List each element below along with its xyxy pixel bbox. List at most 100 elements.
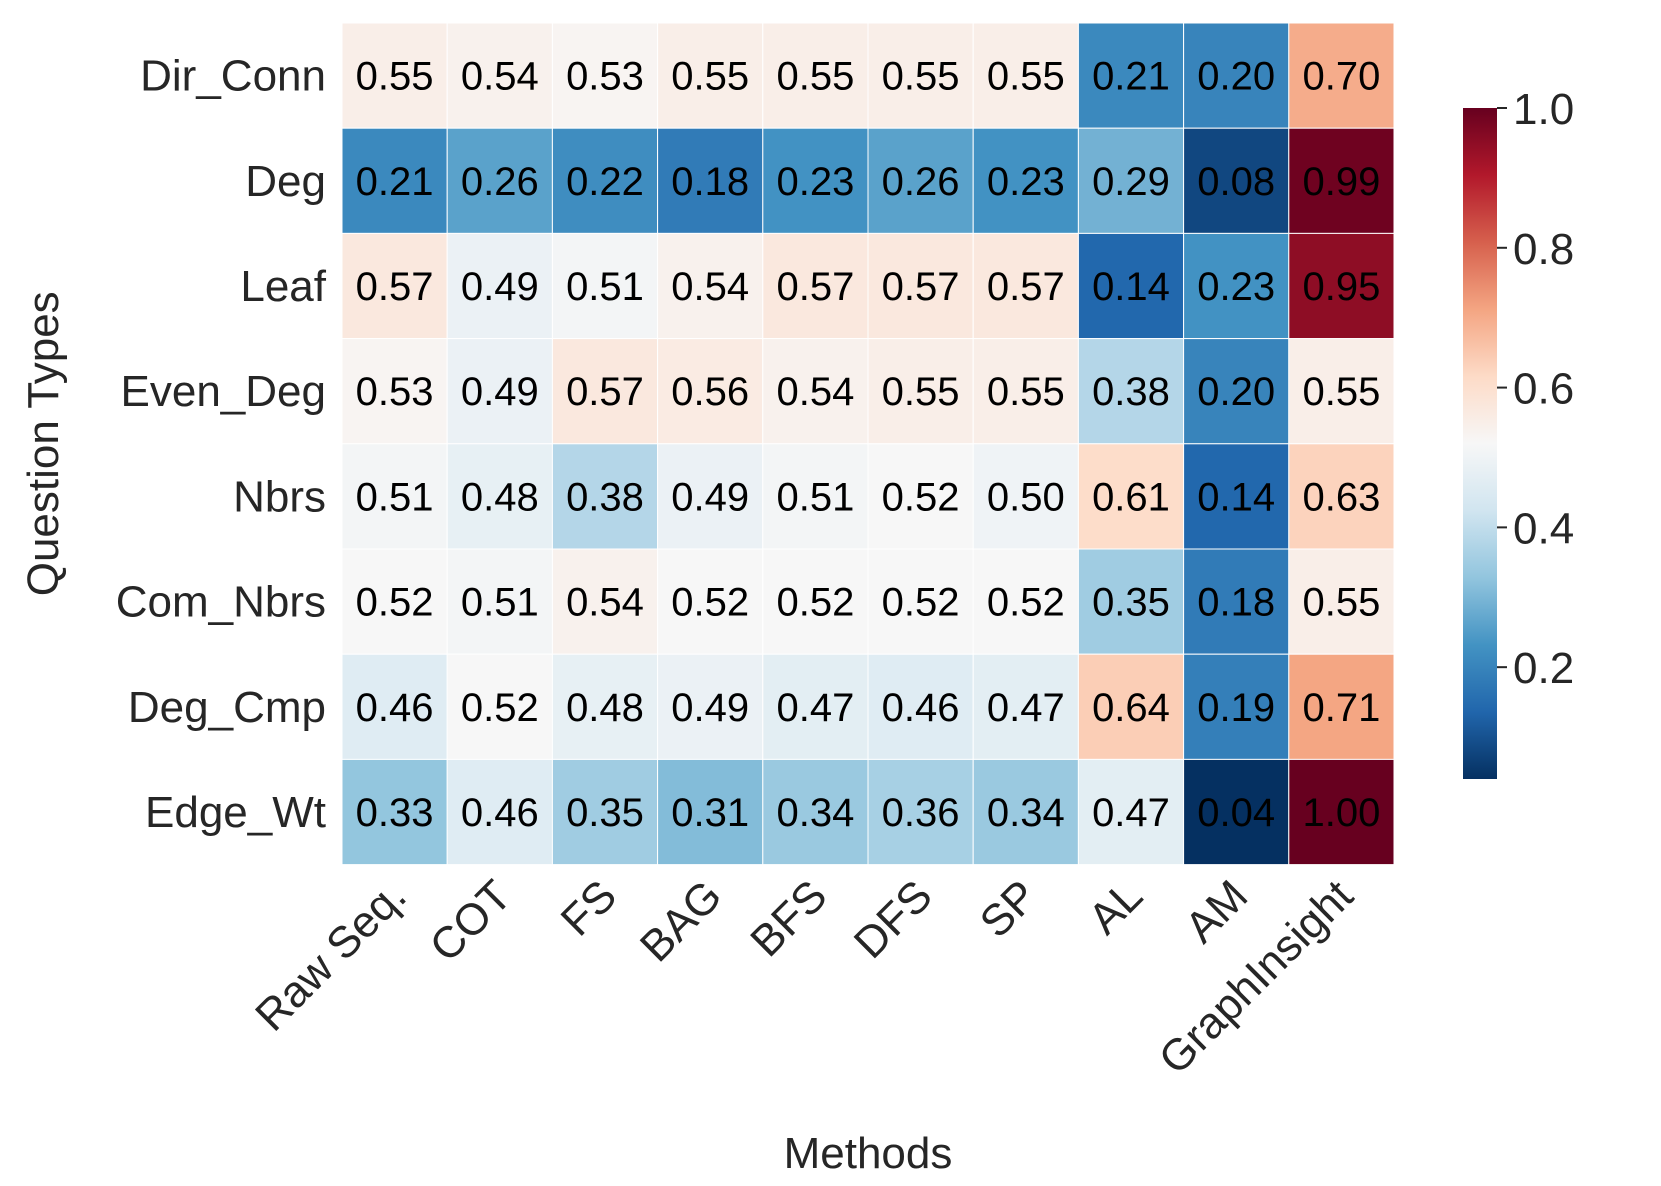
cell-value-label: 0.50 <box>987 475 1065 519</box>
heatmap-cell <box>1288 758 1395 866</box>
heatmap-cell-labels: 0.55 0.54 0.53 0.55 0.55 0.55 0.55 0.21 0.20 0.70… <box>356 55 1381 835</box>
heatmap-cell <box>762 22 869 129</box>
cell-value-label: 0.31 <box>671 791 749 835</box>
cell-value-label: 0.22 <box>566 160 644 204</box>
cell-value-label: 0.48 <box>461 475 539 519</box>
heatmap-cells <box>341 22 1395 866</box>
y-tick-label: Deg_Cmp <box>128 683 326 732</box>
heatmap-cell <box>972 653 1079 760</box>
cell-value-label: 0.21 <box>356 160 434 204</box>
cell-value-label: 0.61 <box>1092 475 1170 519</box>
heatmap-cell <box>341 653 448 760</box>
colorbar-tick-label: 0.2 <box>1513 644 1574 693</box>
heatmap-cell <box>1077 232 1185 340</box>
cell-value-label: 0.35 <box>566 791 644 835</box>
cell-value-label: 0.46 <box>882 686 960 730</box>
cell-value-label: 0.55 <box>987 55 1065 99</box>
cell-value-label: 0.38 <box>566 475 644 519</box>
heatmap-cell <box>867 443 974 550</box>
heatmap-cell <box>1288 127 1395 234</box>
cell-value-label: 0.14 <box>1197 475 1275 519</box>
cell-value-label: 0.18 <box>671 160 749 204</box>
colorbar-gradient <box>1463 108 1497 779</box>
cell-value-label: 0.33 <box>356 791 434 835</box>
heatmap-cell <box>762 232 869 340</box>
x-tick-label: GraphInsight <box>1150 871 1363 1084</box>
heatmap-cell <box>551 22 659 129</box>
cell-value-label: 0.23 <box>776 160 854 204</box>
heatmap-cell <box>1288 232 1395 340</box>
heatmap-cell <box>972 127 1079 234</box>
cell-value-label: 0.54 <box>671 265 749 309</box>
x-tick-label: BAG <box>631 871 731 971</box>
cell-value-label: 0.46 <box>461 791 539 835</box>
heatmap-cell <box>1077 443 1185 550</box>
heatmap-cell <box>446 22 553 129</box>
heatmap-cell <box>762 548 869 655</box>
heatmap-cell <box>1183 127 1290 234</box>
colorbar-ticks: 0.2 0.4 0.6 0.8 1.0 <box>1497 85 1574 693</box>
heatmap-cell <box>867 653 974 760</box>
cell-value-label: 0.47 <box>987 686 1065 730</box>
x-tick-label: Raw Seq. <box>246 871 416 1041</box>
heatmap-cell <box>867 338 974 445</box>
y-tick-label: Nbrs <box>233 472 326 521</box>
heatmap-cell <box>551 758 659 866</box>
heatmap-cell <box>972 443 1079 550</box>
cell-value-label: 0.51 <box>461 581 539 625</box>
heatmap-cell <box>1288 443 1395 550</box>
cell-value-label: 0.52 <box>671 581 749 625</box>
cell-value-label: 0.57 <box>776 265 854 309</box>
heatmap-cell <box>1077 758 1185 866</box>
heatmap-cell <box>1288 653 1395 760</box>
cell-value-label: 0.08 <box>1197 160 1275 204</box>
heatmap-cell <box>341 548 448 655</box>
cell-value-label: 0.57 <box>882 265 960 309</box>
cell-value-label: 0.34 <box>776 791 854 835</box>
colorbar-tick-label: 0.8 <box>1513 225 1574 274</box>
colorbar: 0.2 0.4 0.6 0.8 1.0 <box>1463 85 1574 779</box>
cell-value-label: 0.99 <box>1302 160 1380 204</box>
x-tick-label: COT <box>421 871 521 971</box>
heatmap-cell <box>1077 127 1185 234</box>
cell-value-label: 0.53 <box>566 55 644 99</box>
cell-value-label: 0.54 <box>461 55 539 99</box>
y-tick-label: Dir_Conn <box>140 52 326 101</box>
cell-value-label: 0.70 <box>1302 55 1380 99</box>
cell-value-label: 0.52 <box>987 581 1065 625</box>
cell-value-label: 0.55 <box>987 370 1065 414</box>
cell-value-label: 0.55 <box>1302 370 1380 414</box>
heatmap-cell <box>341 758 448 866</box>
heatmap-cell <box>446 127 553 234</box>
cell-value-label: 0.55 <box>882 370 960 414</box>
colorbar-tick-label: 1.0 <box>1513 85 1574 134</box>
y-axis-label: Question Types <box>19 291 68 596</box>
cell-value-label: 0.23 <box>987 160 1065 204</box>
cell-value-label: 0.23 <box>1197 265 1275 309</box>
cell-value-label: 0.71 <box>1302 686 1380 730</box>
cell-value-label: 0.21 <box>1092 55 1170 99</box>
cell-value-label: 0.26 <box>461 160 539 204</box>
x-tick-label: AM <box>1176 871 1257 952</box>
cell-value-label: 0.51 <box>566 265 644 309</box>
cell-value-label: 0.95 <box>1302 265 1380 309</box>
cell-value-label: 0.19 <box>1197 686 1275 730</box>
cell-value-label: 0.14 <box>1092 265 1170 309</box>
heatmap-cell <box>1183 758 1290 866</box>
cell-value-label: 0.34 <box>987 791 1065 835</box>
cell-value-label: 0.29 <box>1092 160 1170 204</box>
heatmap-cell <box>762 443 869 550</box>
cell-value-label: 0.55 <box>671 55 749 99</box>
heatmap-cell <box>551 548 659 655</box>
cell-value-label: 0.55 <box>1302 581 1380 625</box>
cell-value-label: 0.49 <box>461 265 539 309</box>
y-tick-label: Deg <box>245 157 326 206</box>
heatmap-cell <box>1077 653 1185 760</box>
y-tick-label: Even_Deg <box>121 367 326 416</box>
heatmap-cell <box>762 338 869 445</box>
heatmap-cell <box>446 653 553 760</box>
cell-value-label: 0.52 <box>882 581 960 625</box>
y-tick-label: Com_Nbrs <box>116 578 326 627</box>
